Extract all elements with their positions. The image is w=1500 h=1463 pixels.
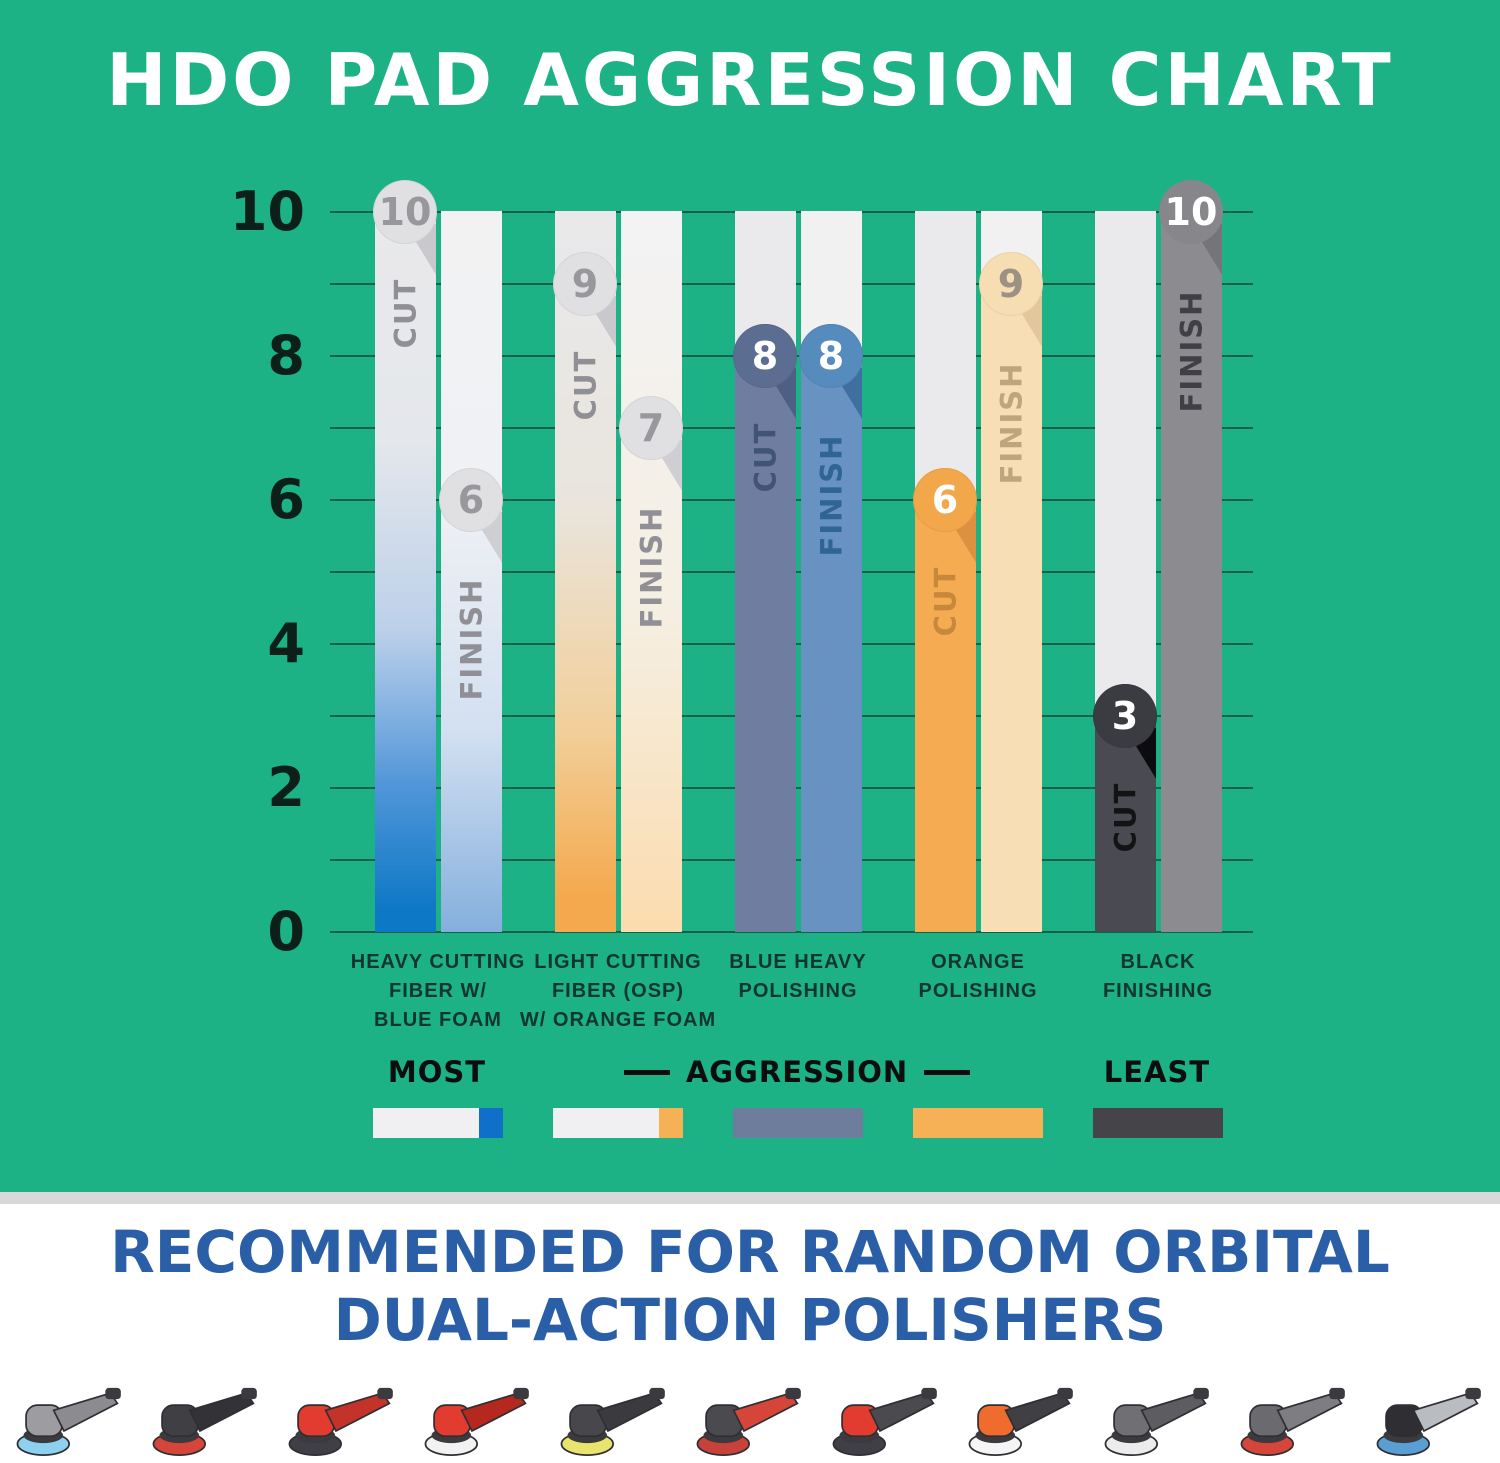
legend-dash-right (924, 1069, 971, 1075)
bar-heavy-cutting-finish (441, 211, 502, 932)
legend-swatch-light-cutting (553, 1108, 683, 1138)
value-badge-light-cutting-cut: 9 (553, 252, 617, 316)
series-label-finish: FINISH (994, 361, 1029, 484)
bar-orange-finish (981, 252, 1042, 932)
legend-swatch-black (1093, 1108, 1223, 1138)
value-badge-heavy-cutting-finish: 6 (439, 468, 503, 532)
series-label-finish: FINISH (454, 577, 489, 700)
legend-least-label: LEAST (1103, 1055, 1211, 1089)
series-label-finish: FINISH (634, 505, 669, 628)
value-badge-blue-heavy-finish: 8 (799, 324, 863, 388)
value-badge-orange-finish: 9 (979, 252, 1043, 316)
bar-heavy-cutting-cut (375, 211, 436, 932)
page-title: HDO PAD AGGRESSION CHART (106, 38, 1394, 122)
swatch-blue-segment (479, 1108, 503, 1138)
polisher-icon (832, 1387, 937, 1456)
series-label-cut: CUT (928, 565, 963, 637)
polisher-icon (1240, 1387, 1345, 1456)
section-divider (0, 1192, 1500, 1204)
series-label-cut: CUT (748, 421, 783, 493)
legend-swatch-orange (913, 1108, 1043, 1138)
polisher-row (0, 1358, 1500, 1463)
legend-swatch-blue-heavy (733, 1108, 863, 1138)
series-label-finish: FINISH (814, 433, 849, 556)
series-label-cut: CUT (388, 277, 423, 349)
legend-dash-left (623, 1069, 670, 1075)
polisher-icon (560, 1387, 665, 1456)
category-heavy-cutting: HEAVY CUTTING FIBER W/ BLUE FOAM (350, 951, 526, 1031)
value-badge-black-finish: 10 (1159, 180, 1223, 244)
value-badge-black-cut: 3 (1093, 684, 1157, 748)
series-label-finish: FINISH (1174, 289, 1209, 412)
gridline-0 (330, 931, 1253, 933)
series-label-cut: CUT (1108, 781, 1143, 853)
category-blue-heavy: BLUE HEAVY POLISHING (729, 951, 867, 1002)
bar-blue-heavy-finish (801, 324, 862, 932)
category-light-cutting: LIGHT CUTTING FIBER (OSP) W/ ORANGE FOAM (519, 951, 717, 1031)
polisher-icon (1376, 1387, 1481, 1456)
footer-title: RECOMMENDED FOR RANDOM ORBITAL DUAL-ACTI… (110, 1218, 1390, 1355)
polisher-icon (968, 1387, 1073, 1456)
swatch-orange-segment (659, 1108, 683, 1138)
series-label-cut: CUT (568, 349, 603, 421)
category-black: BLACK FINISHING (1102, 951, 1214, 1002)
value-badge-blue-heavy-cut: 8 (733, 324, 797, 388)
value-badge-orange-cut: 6 (913, 468, 977, 532)
legend-swatch-heavy-cutting (373, 1108, 503, 1138)
bar-light-cutting-finish (621, 211, 682, 932)
polisher-icon (424, 1387, 529, 1456)
polisher-icon (16, 1387, 121, 1456)
bar-black-finish (1161, 180, 1222, 932)
bar-light-cutting-cut (555, 211, 616, 932)
value-badge-light-cutting-finish: 7 (619, 396, 683, 460)
value-badge-heavy-cutting-cut: 10 (373, 180, 437, 244)
polisher-icon (152, 1387, 257, 1456)
legend-aggression-label: AGGRESSION (547, 1052, 1047, 1092)
bar-blue-heavy-cut (735, 324, 796, 932)
polisher-icon (288, 1387, 393, 1456)
category-orange: ORANGE POLISHING (918, 951, 1038, 1002)
polisher-icon (696, 1387, 801, 1456)
legend-most-label: MOST (387, 1055, 487, 1089)
polisher-icon (1104, 1387, 1209, 1456)
